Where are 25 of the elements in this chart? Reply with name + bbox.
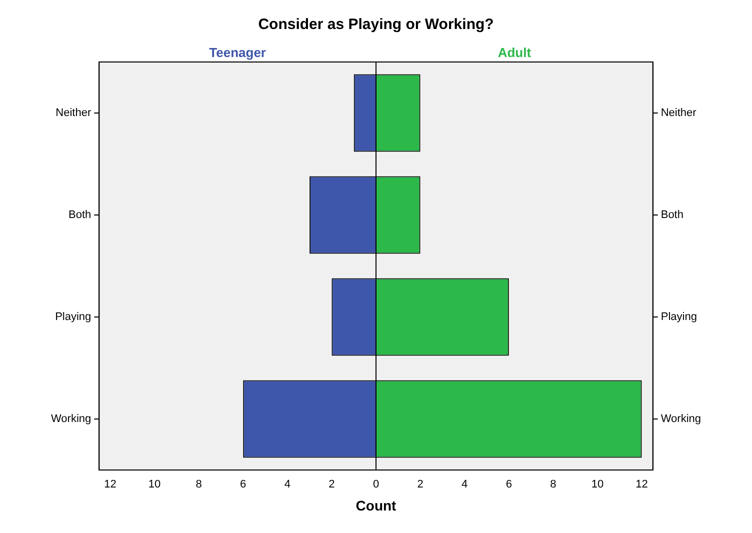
text: Adult	[498, 45, 532, 60]
x-tick-label: 4	[462, 478, 468, 491]
category-label: Playing	[55, 311, 92, 324]
category-label: Working	[50, 413, 92, 426]
x-tick-label: 2	[417, 478, 424, 491]
y-tick-label: Playing	[660, 311, 697, 324]
x-tick-label: 6	[506, 478, 512, 491]
chart-title: Consider as Playing or Working?	[258, 16, 494, 34]
x-tick-label: 2	[328, 478, 335, 491]
y-tick-label: Working	[660, 413, 702, 426]
x-tick-label: 4	[284, 478, 290, 491]
text: Teenager	[209, 45, 266, 60]
x-tick-label: 10	[591, 478, 604, 491]
x-tick-label: 12	[104, 478, 116, 491]
category-label: Neither	[56, 107, 92, 120]
x-tick-label: 12	[636, 478, 648, 491]
y-tick-label: Both	[660, 209, 684, 222]
x-tick-label: 8	[550, 478, 556, 491]
x-tick-label: 8	[196, 478, 202, 491]
y-tick-label: Neither	[660, 107, 697, 120]
x-axis-title: Count	[356, 497, 397, 514]
category-label: Both	[68, 209, 92, 222]
x-tick-label: 0	[372, 478, 380, 491]
x-tick-label: 6	[240, 478, 246, 491]
x-tick-label: 10	[148, 478, 161, 491]
